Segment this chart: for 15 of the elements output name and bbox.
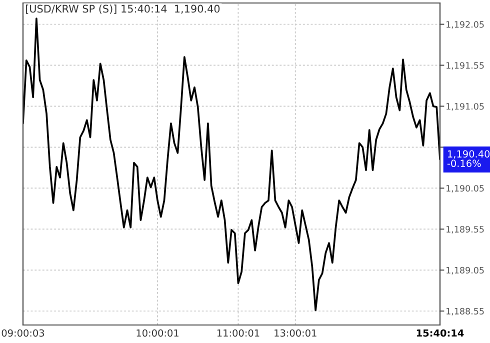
y-tick-label: 1,189.55 bbox=[446, 226, 484, 234]
y-tick-label: 1,190.05 bbox=[446, 185, 484, 193]
line-series bbox=[23, 18, 440, 312]
y-tick-label: 1,191.55 bbox=[446, 62, 484, 70]
y-tick-label: 1,191.05 bbox=[446, 103, 484, 111]
x-tick-label: 15:40:14 bbox=[416, 329, 464, 337]
chart-title: [USD/KRW SP (S)] 15:40:14 1,190.40 bbox=[26, 4, 220, 14]
y-tick-label: 1,192.05 bbox=[446, 21, 484, 29]
y-tick-label: 1,189.05 bbox=[446, 266, 484, 274]
y-tick-label: 1,188.55 bbox=[446, 308, 484, 316]
x-tick-label: 13:00:01 bbox=[274, 329, 316, 337]
annotation: 1,190.40 -0.16% bbox=[447, 150, 490, 168]
x-tick-label: 11:00:01 bbox=[217, 329, 260, 337]
x-tick-label: 09:00:03 bbox=[2, 329, 44, 337]
x-tick-label: 10:00:01 bbox=[136, 329, 178, 337]
